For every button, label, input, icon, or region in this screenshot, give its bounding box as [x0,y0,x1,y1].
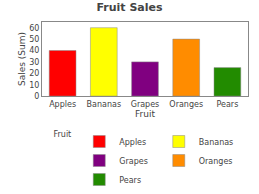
svg-text:Grapes: Grapes [119,157,148,166]
svg-text:Apples: Apples [119,138,146,147]
svg-text:50: 50 [29,35,39,44]
svg-text:Bananas: Bananas [199,138,234,147]
svg-text:Fruit: Fruit [135,109,155,119]
svg-text:40: 40 [29,46,39,55]
svg-text:10: 10 [29,81,39,90]
svg-text:0: 0 [34,92,39,101]
svg-text:Apples: Apples [49,100,76,109]
svg-text:Oranges: Oranges [169,100,203,109]
svg-text:Oranges: Oranges [199,157,233,166]
svg-text:Sales (Sum): Sales (Sum) [17,32,27,86]
svg-text:Bananas: Bananas [87,100,122,109]
svg-text:Fruit: Fruit [54,130,72,139]
svg-text:Fruit Sales: Fruit Sales [96,1,163,14]
svg-text:20: 20 [29,69,39,78]
svg-text:Pears: Pears [119,176,141,185]
svg-text:30: 30 [29,58,39,67]
svg-text:Pears: Pears [216,100,238,109]
svg-text:Grapes: Grapes [131,100,160,109]
svg-text:60: 60 [29,24,39,33]
